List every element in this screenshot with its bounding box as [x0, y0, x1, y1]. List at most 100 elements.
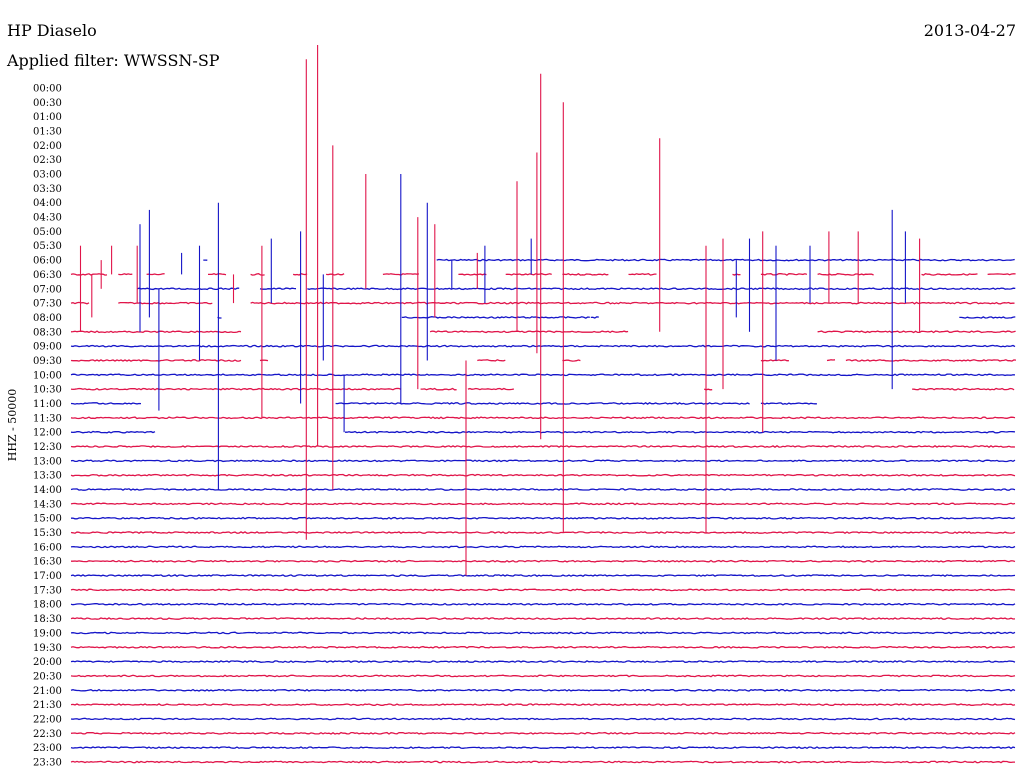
trace-line — [335, 402, 750, 405]
tick-label: 01:30 — [33, 127, 62, 138]
trace-line — [70, 330, 242, 334]
tick-label: 17:30 — [33, 585, 62, 596]
trace-line — [760, 402, 817, 405]
tick-label: 05:30 — [33, 241, 62, 252]
trace-line — [70, 502, 1016, 506]
trace-line — [118, 301, 213, 305]
trace-line — [70, 688, 1016, 692]
tick-label-group: 00:00 00:30 01:00 01:30 02:00 02:30 03:00 03:30… — [33, 84, 62, 769]
tick-label: 05:00 — [33, 227, 62, 238]
record-date: 2013-04-27 — [924, 21, 1016, 40]
tick-label: 18:30 — [33, 614, 62, 625]
tick-label: 03:30 — [33, 184, 62, 195]
tick-label: 14:30 — [33, 499, 62, 510]
trace-line — [477, 359, 506, 362]
trace-line — [70, 588, 1016, 592]
tick-label: 04:00 — [33, 198, 62, 209]
trace-line — [912, 387, 1015, 391]
tick-label: 12:00 — [33, 428, 62, 439]
trace-line — [70, 645, 1016, 649]
trace-line — [458, 273, 487, 276]
tick-label: 10:30 — [33, 385, 62, 396]
trace-line — [70, 703, 1016, 707]
tick-label: 11:30 — [33, 413, 62, 424]
trace-line — [845, 359, 1016, 362]
trace-line — [70, 731, 1016, 735]
trace-line — [70, 402, 142, 405]
trace-line — [826, 359, 836, 362]
trace-line — [436, 258, 1015, 262]
tick-label: 02:30 — [33, 155, 62, 166]
tick-label: 00:00 — [33, 84, 62, 95]
trace-line — [259, 359, 269, 362]
trace-line — [70, 516, 1016, 520]
trace-line — [250, 301, 1015, 305]
tick-label: 12:30 — [33, 442, 62, 453]
tick-label: 10:00 — [33, 370, 62, 381]
tick-label: 01:00 — [33, 112, 62, 123]
trace-line — [326, 273, 345, 276]
trace-line — [703, 388, 713, 391]
trace-line — [70, 445, 1016, 448]
tick-label: 23:30 — [33, 757, 62, 768]
tick-label: 20:30 — [33, 671, 62, 682]
trace-line — [307, 287, 1016, 291]
trace-line — [467, 387, 515, 391]
tick-label: 09:30 — [33, 356, 62, 367]
tick-label: 20:00 — [33, 657, 62, 668]
trace-line — [70, 746, 1016, 750]
tick-label: 14:00 — [33, 485, 62, 496]
trace-line — [987, 273, 1016, 276]
station-name: HP Diaselo — [7, 21, 97, 40]
trace-line — [70, 660, 1016, 664]
trace-line — [959, 316, 1016, 319]
trace-line — [70, 430, 156, 434]
trace-line — [760, 359, 789, 362]
trace-line — [401, 316, 590, 319]
trace-line — [70, 574, 1016, 577]
tick-label: 19:00 — [33, 628, 62, 639]
tick-label: 15:30 — [33, 528, 62, 539]
tick-label: 13:30 — [33, 471, 62, 482]
trace-line — [420, 387, 457, 391]
tick-label: 06:00 — [33, 256, 62, 267]
spike-group — [79, 45, 921, 576]
trace-line — [70, 459, 1016, 463]
tick-label: 02:00 — [33, 141, 62, 152]
trace-line — [70, 760, 1015, 764]
trace-line — [250, 273, 265, 276]
trace-line — [70, 617, 1016, 621]
trace-line — [505, 273, 552, 276]
tick-label: 21:00 — [33, 686, 62, 697]
trace-line — [921, 273, 978, 276]
tick-label: 21:30 — [33, 700, 62, 711]
trace-line — [70, 373, 1016, 377]
trace-line — [70, 674, 1016, 678]
trace-line — [562, 272, 609, 276]
tick-label: 08:00 — [33, 313, 62, 324]
trace-line — [628, 273, 657, 276]
trace-group — [70, 258, 1016, 764]
tick-label: 22:30 — [33, 729, 62, 740]
trace-line — [70, 488, 1016, 491]
trace-line — [118, 273, 133, 276]
trace-line — [70, 717, 1016, 721]
tick-label: 18:00 — [33, 600, 62, 611]
tick-label: 07:00 — [33, 284, 62, 295]
tick-label: 06:30 — [33, 270, 62, 281]
tick-label: 17:00 — [33, 571, 62, 582]
tick-label: 03:00 — [33, 170, 62, 181]
tick-label: 08:30 — [33, 327, 62, 338]
trace-line — [817, 273, 874, 276]
trace-line — [70, 473, 1016, 477]
tick-label: 13:00 — [33, 456, 62, 467]
trace-line — [817, 330, 1016, 334]
trace-line — [70, 387, 402, 391]
trace-line — [259, 287, 297, 290]
trace-line — [429, 330, 629, 334]
trace-line — [208, 273, 227, 276]
trace-line — [70, 631, 1016, 635]
trace-line — [70, 602, 1016, 606]
trace-line — [70, 531, 1016, 534]
